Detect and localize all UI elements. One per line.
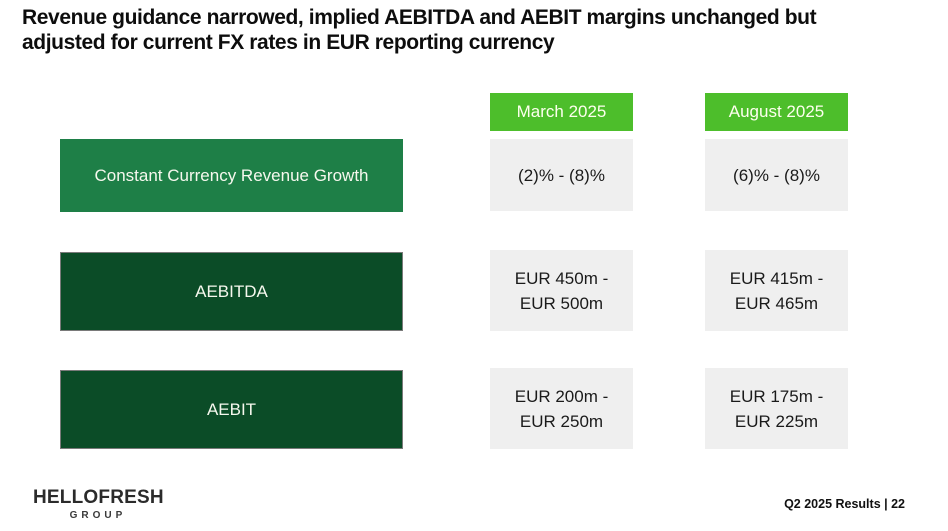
slide-title: Revenue guidance narrowed, implied AEBIT… [22, 6, 817, 55]
cell-aebit-march: EUR 200m - EUR 250m [490, 368, 633, 449]
cell-aebitda-march: EUR 450m - EUR 500m [490, 250, 633, 331]
row-label-revenue-growth: Constant Currency Revenue Growth [60, 139, 403, 212]
hellofresh-group-logo: HELLOFRESH GROUP [33, 487, 164, 522]
cell-revenue-growth-august: (6)% - (8)% [705, 139, 848, 211]
column-header-march: March 2025 [490, 93, 633, 131]
logo-wordmark: HELLOFRESH [33, 487, 164, 508]
column-header-august: August 2025 [705, 93, 848, 131]
row-label-aebit: AEBIT [60, 370, 403, 449]
cell-revenue-growth-march: (2)% - (8)% [490, 139, 633, 211]
logo-group-label: GROUP [69, 510, 127, 521]
cell-aebitda-august: EUR 415m - EUR 465m [705, 250, 848, 331]
slide-footer-page-label: Q2 2025 Results | 22 [784, 497, 905, 511]
row-label-aebitda: AEBITDA [60, 252, 403, 331]
cell-aebit-august: EUR 175m - EUR 225m [705, 368, 848, 449]
